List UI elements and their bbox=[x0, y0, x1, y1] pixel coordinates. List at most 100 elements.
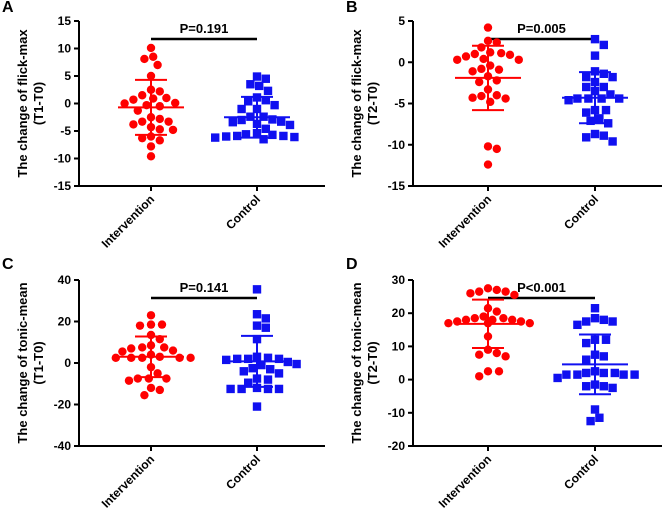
data-point-control bbox=[263, 375, 273, 384]
data-point-control bbox=[259, 135, 268, 144]
data-point-intervention bbox=[168, 346, 178, 355]
panel-letter: B bbox=[346, 0, 358, 16]
y-tick-label: 10 bbox=[58, 42, 72, 56]
y-tick-label: 0 bbox=[64, 356, 71, 370]
data-point-control bbox=[599, 131, 608, 140]
data-point-intervention bbox=[483, 284, 493, 293]
data-point-intervention bbox=[168, 125, 178, 135]
data-point-control bbox=[233, 131, 242, 141]
data-point-intervention bbox=[133, 106, 142, 115]
y-tick-label: -5 bbox=[60, 124, 71, 138]
data-point-control bbox=[582, 82, 591, 92]
data-point-intervention bbox=[146, 71, 156, 81]
data-point-control bbox=[586, 116, 595, 126]
data-point-control bbox=[211, 133, 220, 142]
data-point-control bbox=[248, 363, 257, 373]
data-point-intervention bbox=[492, 91, 501, 100]
data-point-control bbox=[244, 97, 253, 106]
data-point-control bbox=[590, 405, 600, 414]
data-point-control bbox=[261, 74, 270, 83]
data-point-control bbox=[582, 355, 591, 364]
data-point-control bbox=[586, 416, 595, 426]
data-point-control bbox=[241, 130, 251, 139]
data-point-intervention bbox=[510, 290, 519, 300]
x-tick-label: Intervention bbox=[436, 452, 494, 510]
data-point-intervention bbox=[444, 318, 453, 328]
data-point-control bbox=[599, 40, 608, 50]
data-point-intervention bbox=[505, 50, 515, 60]
data-point-control bbox=[279, 131, 288, 141]
data-point-intervention bbox=[461, 52, 471, 61]
data-point-intervention bbox=[525, 318, 534, 328]
y-tick-label: -20 bbox=[54, 398, 72, 412]
data-point-control bbox=[582, 338, 591, 348]
data-point-control bbox=[595, 114, 604, 123]
data-point-intervention bbox=[483, 367, 493, 376]
data-point-control bbox=[244, 378, 253, 387]
data-point-intervention bbox=[162, 93, 171, 103]
data-point-intervention bbox=[127, 353, 136, 363]
x-tick-label: Intervention bbox=[99, 452, 157, 510]
data-point-control bbox=[610, 368, 619, 378]
data-point-control bbox=[261, 124, 270, 133]
y-axis-label: The change of flick-max bbox=[15, 29, 30, 178]
data-point-control bbox=[601, 105, 611, 115]
data-point-control bbox=[270, 100, 279, 110]
data-point-intervention bbox=[499, 313, 508, 323]
data-point-intervention bbox=[146, 152, 156, 161]
data-point-intervention bbox=[479, 54, 488, 64]
data-point-control bbox=[590, 51, 600, 60]
y-tick-label: 0 bbox=[398, 373, 405, 387]
data-point-intervention bbox=[477, 91, 486, 101]
data-point-intervention bbox=[492, 38, 501, 47]
data-point-control bbox=[599, 352, 608, 361]
data-point-control bbox=[599, 382, 608, 391]
data-point-control bbox=[573, 320, 582, 330]
data-point-intervention bbox=[466, 289, 475, 298]
data-point-intervention bbox=[118, 347, 127, 356]
data-point-intervention bbox=[129, 95, 138, 104]
data-point-control bbox=[608, 72, 617, 82]
y-tick-label: -15 bbox=[388, 179, 406, 193]
data-point-control bbox=[261, 323, 270, 332]
data-point-intervention bbox=[146, 142, 156, 151]
data-point-intervention bbox=[138, 91, 147, 100]
data-point-control bbox=[263, 384, 273, 394]
data-point-control bbox=[292, 359, 301, 369]
data-point-intervention bbox=[155, 87, 164, 96]
data-point-control bbox=[590, 304, 600, 313]
data-point-intervention bbox=[475, 372, 484, 381]
data-point-intervention bbox=[468, 67, 477, 76]
data-point-intervention bbox=[138, 133, 147, 143]
data-point-intervention bbox=[186, 353, 195, 363]
data-point-intervention bbox=[470, 49, 479, 59]
data-point-control bbox=[582, 317, 591, 326]
data-point-intervention bbox=[483, 142, 493, 151]
p-value-label: P=0.141 bbox=[180, 280, 229, 295]
data-point-intervention bbox=[153, 60, 162, 70]
data-point-intervention bbox=[492, 144, 501, 154]
data-point-control bbox=[599, 315, 608, 325]
data-point-intervention bbox=[492, 348, 501, 358]
data-point-control bbox=[252, 72, 262, 81]
y-tick-label: -40 bbox=[54, 439, 72, 453]
p-value-label: P<0.001 bbox=[517, 280, 566, 295]
data-point-intervention bbox=[492, 307, 501, 316]
data-point-intervention bbox=[127, 344, 136, 353]
data-point-intervention bbox=[120, 99, 129, 108]
y-axis-label: (T1-T0) bbox=[31, 341, 46, 384]
data-point-control bbox=[573, 370, 582, 379]
data-point-intervention bbox=[470, 313, 479, 323]
data-point-control bbox=[630, 370, 639, 379]
data-point-intervention bbox=[153, 369, 162, 378]
data-point-control bbox=[277, 117, 286, 126]
data-point-intervention bbox=[479, 312, 488, 321]
data-point-control bbox=[255, 81, 264, 91]
data-point-control bbox=[261, 314, 270, 323]
p-value-label: P=0.191 bbox=[180, 21, 229, 36]
y-axis-label: The change of tonic-mean bbox=[15, 282, 30, 443]
data-point-control bbox=[606, 90, 615, 99]
y-tick-label: 15 bbox=[58, 14, 72, 28]
data-point-intervention bbox=[146, 320, 156, 329]
